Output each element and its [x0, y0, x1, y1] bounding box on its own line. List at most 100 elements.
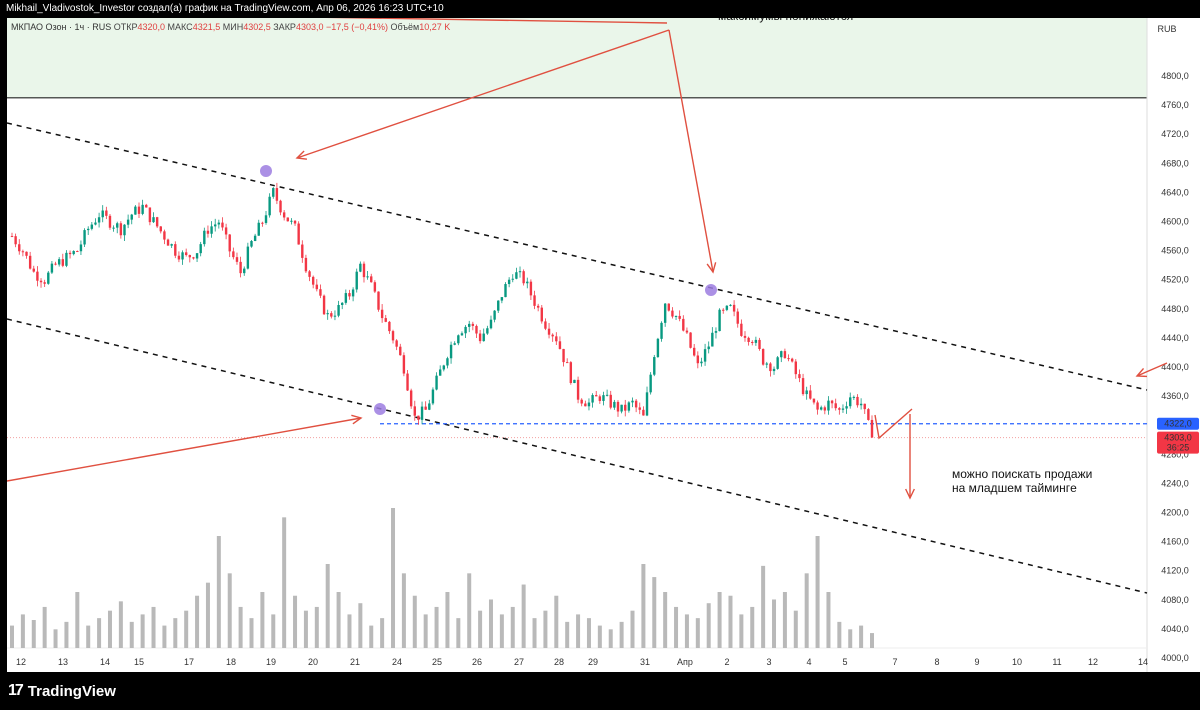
candle-body: [424, 406, 427, 410]
candle-body: [184, 252, 188, 256]
candle-body: [747, 337, 750, 342]
candle-body: [536, 305, 540, 308]
candle-body: [547, 328, 551, 335]
y-tick-label: 4080,0: [1161, 595, 1189, 605]
candle-body: [108, 215, 112, 228]
candle-body: [497, 300, 500, 311]
candle-body: [616, 401, 620, 412]
candle-body: [420, 406, 424, 420]
candle-body: [671, 310, 674, 317]
volume-bar: [303, 610, 308, 648]
candle-body: [239, 261, 242, 274]
volume-bar: [695, 618, 700, 648]
annotation-arrow-channel: [1136, 362, 1168, 377]
chart-canvas[interactable]: RUB 4800,0 4760,0 4720,0 4680,0 4640,0 4600,0 4…: [7, 18, 1200, 672]
volume-bar: [293, 595, 298, 648]
candle-body: [809, 390, 812, 399]
annotation-text-line2: на младшем таймингe: [952, 481, 1077, 495]
candle-body: [145, 204, 148, 208]
candle-body: [544, 321, 547, 329]
candle-body: [522, 271, 525, 284]
volume-bar: [336, 592, 341, 648]
candle-body: [584, 403, 587, 407]
annotation-arrow-left-high-head: [295, 150, 308, 160]
candle-body: [605, 394, 609, 396]
candle-body: [529, 281, 533, 296]
candle-body: [166, 239, 170, 246]
last-price-badge-text: 4303,0: [1164, 433, 1192, 443]
annotation-top-text: максимумы понижаются: [718, 18, 853, 23]
chart-panel[interactable]: RUB 4800,0 4760,0 4720,0 4680,0 4640,0 4600,0 4…: [7, 18, 1200, 672]
candle-body: [674, 315, 678, 317]
volume-bar: [162, 625, 167, 648]
x-tick-label: 9: [974, 657, 979, 667]
x-tick-label: 14: [100, 657, 110, 667]
volume-bar: [412, 595, 417, 648]
volume-bar: [652, 577, 657, 648]
candle-body: [489, 319, 493, 329]
candle-body: [119, 223, 123, 236]
volume-bar: [260, 592, 265, 648]
highlight-zone: [7, 18, 1147, 98]
candle-body: [711, 332, 714, 347]
candle-body: [221, 222, 224, 228]
x-tick-label: 12: [16, 657, 26, 667]
candle-body: [203, 230, 206, 245]
volume-bar: [608, 629, 613, 648]
annotation-text-line1: можно поискать продажи: [952, 467, 1092, 481]
candle-body: [689, 332, 692, 348]
volume-bar: [728, 595, 733, 648]
candle-body: [725, 305, 729, 310]
x-tick-label: 3: [766, 657, 771, 667]
volume-bar: [358, 603, 363, 648]
volume-bar: [576, 614, 581, 648]
candle-body: [112, 227, 115, 229]
candle-body: [805, 390, 808, 395]
x-tick-label: 27: [514, 657, 524, 667]
candle-body: [486, 328, 489, 334]
x-tick-label: 4: [806, 657, 811, 667]
candle-body: [192, 257, 195, 259]
annotation-zigzag: [874, 408, 913, 440]
channel-lower-line: [7, 318, 1148, 594]
candle-body: [54, 263, 57, 265]
volume-bar: [772, 599, 777, 648]
x-tick-label: 15: [134, 657, 144, 667]
candle-body: [159, 226, 162, 232]
candle-body: [28, 255, 32, 269]
candle-body: [493, 310, 496, 320]
candle-body: [214, 224, 217, 227]
candle-body: [565, 362, 569, 364]
candle-body: [460, 333, 464, 336]
candle-body: [79, 244, 83, 252]
candle-body: [613, 401, 616, 408]
candle-body: [177, 255, 181, 260]
volume-bar: [249, 618, 254, 648]
candle-body: [148, 207, 152, 223]
volume-bar: [717, 592, 722, 648]
candle-body: [740, 323, 743, 336]
close-label: ЗАКР: [273, 22, 296, 32]
candle-body: [794, 361, 797, 375]
candle-body: [507, 279, 511, 285]
candle-body: [243, 268, 246, 274]
volume-bar: [238, 606, 243, 648]
candle-body: [780, 351, 783, 358]
volume-bar: [173, 618, 178, 648]
candle-body: [311, 276, 315, 285]
candle-body: [406, 373, 409, 391]
volume-bar: [663, 592, 668, 648]
y-tick-label: 4360,0: [1161, 391, 1189, 401]
symbol-label[interactable]: МКПАО Озон · 1ч · RUS: [11, 22, 112, 32]
volume-bar: [597, 625, 602, 648]
tradingview-brand[interactable]: 17 TradingView: [8, 682, 116, 700]
x-tick-label: Апр: [677, 657, 693, 667]
candle-body: [533, 295, 536, 306]
candle-body: [729, 304, 732, 306]
candle-body: [301, 244, 304, 258]
candle-body: [134, 206, 137, 215]
candle-body: [435, 375, 438, 390]
volume-bar: [140, 614, 145, 648]
candle-body: [718, 309, 721, 332]
volume-bar: [369, 625, 374, 648]
